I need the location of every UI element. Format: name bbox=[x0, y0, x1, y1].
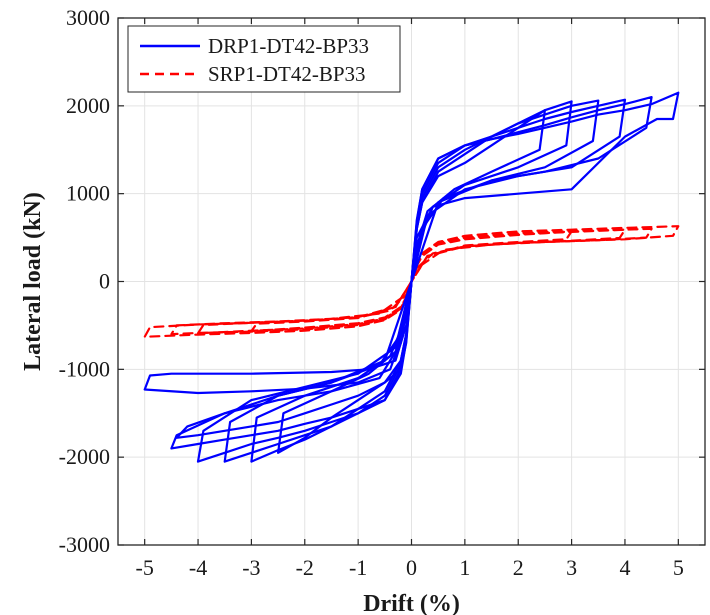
y-axis-label: Lateral load (kN) bbox=[20, 192, 46, 371]
x-tick-label: 2 bbox=[513, 555, 524, 580]
x-axis-label: Drift (%) bbox=[363, 591, 460, 615]
y-tick-label: -1000 bbox=[59, 356, 110, 381]
x-tick-label: 1 bbox=[459, 555, 470, 580]
y-tick-label: 2000 bbox=[66, 93, 110, 118]
x-tick-label: 4 bbox=[619, 555, 630, 580]
y-tick-label: 3000 bbox=[66, 5, 110, 30]
legend-label-srp1: SRP1-DT42-BP33 bbox=[208, 62, 366, 86]
x-tick-label: -1 bbox=[349, 555, 367, 580]
x-tick-label: -2 bbox=[296, 555, 314, 580]
series-drp1-cycle bbox=[175, 91, 680, 439]
x-tick-label: 0 bbox=[406, 555, 417, 580]
x-tick-label: 3 bbox=[566, 555, 577, 580]
legend: DRP1-DT42-BP33 SRP1-DT42-BP33 bbox=[127, 25, 401, 93]
x-tick-label: 5 bbox=[673, 555, 684, 580]
axis-ticks: -5 -4 -3 -2 -1 0 1 2 3 4 5 -3000 -2000 -1000 0 1000 2000… bbox=[59, 5, 705, 580]
series-drp1-cycle bbox=[143, 280, 413, 395]
x-tick-label: -3 bbox=[242, 555, 260, 580]
x-tick-label: -4 bbox=[189, 555, 207, 580]
legend-label-drp1: DRP1-DT42-BP33 bbox=[208, 34, 369, 58]
series-layer bbox=[143, 91, 680, 463]
y-tick-label: 1000 bbox=[66, 181, 110, 206]
y-tick-label: 0 bbox=[99, 269, 110, 294]
x-tick-label: -5 bbox=[136, 555, 154, 580]
legend-box bbox=[127, 25, 401, 93]
y-tick-label: -3000 bbox=[59, 532, 110, 557]
y-tick-label: -2000 bbox=[59, 444, 110, 469]
